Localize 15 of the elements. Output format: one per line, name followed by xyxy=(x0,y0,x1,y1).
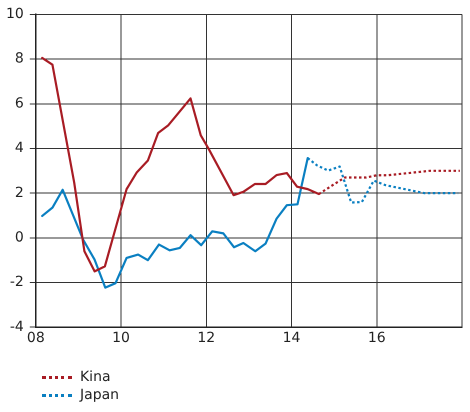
y-tick-label: 6 xyxy=(14,95,24,112)
y-tick-label: 0 xyxy=(14,229,24,246)
x-tick-label: 16 xyxy=(368,330,386,346)
x-tick-label: 12 xyxy=(197,330,216,346)
legend-label: Kina xyxy=(80,369,111,385)
y-tick-label: 2 xyxy=(14,184,24,201)
y-tick-label: -2 xyxy=(10,274,24,290)
legend-label: Japan xyxy=(80,387,120,403)
x-tick-label: 08 xyxy=(26,330,45,346)
y-tick-label: 8 xyxy=(14,50,24,67)
y-tick-label: 4 xyxy=(14,140,24,156)
y-tick-label: -4 xyxy=(10,318,24,335)
x-tick-label: 14 xyxy=(282,330,301,346)
x-tick-label: 10 xyxy=(112,330,130,346)
y-tick-label: 10 xyxy=(6,6,24,22)
